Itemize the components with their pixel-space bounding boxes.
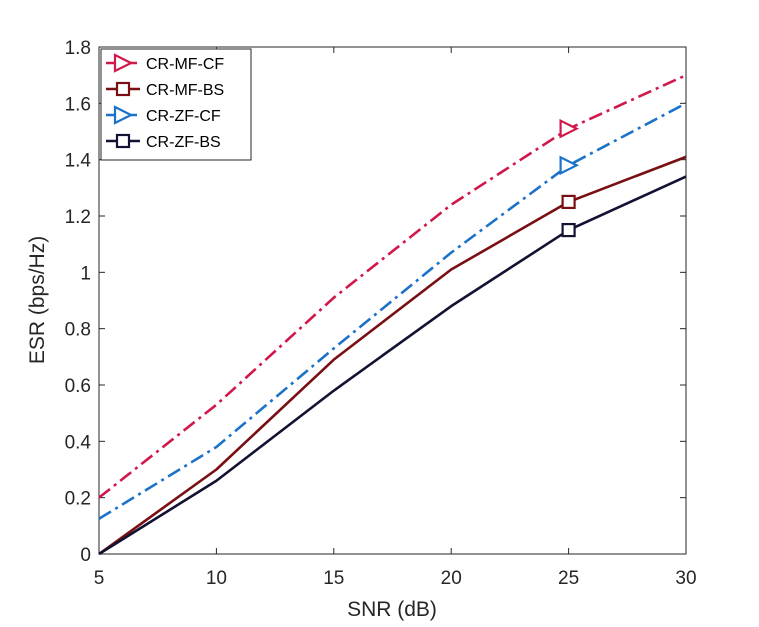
series-marker-cr-zf-cf — [559, 155, 580, 176]
x-axis-label: SNR (dB) — [347, 598, 437, 621]
series-line-cr-mf-bs — [98, 155, 687, 556]
series-lines — [98, 73, 687, 556]
legend-label-cr-mf-bs: CR-MF-BS — [146, 82, 224, 99]
x-tick-label: 30 — [675, 568, 696, 589]
legend-label-cr-mf-cf: CR-MF-CF — [146, 56, 224, 73]
y-tick-label: 0.6 — [65, 376, 91, 397]
legend-marker-cr-zf-cf — [113, 105, 134, 125]
x-tick-label: 5 — [94, 568, 105, 589]
y-tick-label: 0.4 — [65, 432, 92, 453]
x-tick-label: 15 — [323, 568, 344, 589]
y-axis-label: ESR (bps/Hz) — [26, 236, 49, 364]
series-line-cr-mf-cf — [98, 73, 687, 499]
legend-marker-cr-mf-cf — [113, 53, 134, 73]
y-tick-label: 0 — [80, 545, 91, 566]
y-tick-label: 1.6 — [65, 94, 91, 115]
legend-label-cr-zf-bs: CR-ZF-BS — [146, 134, 221, 151]
x-axis-ticks: 5 10 15 20 25 30 — [94, 47, 697, 589]
y-tick-label: 1.4 — [65, 151, 92, 172]
y-axis-ticks: 0 0.2 0.4 0.6 0.8 1 1.2 1.4 1.6 1.8 — [65, 38, 686, 566]
x-tick-label: 20 — [441, 568, 462, 589]
y-tick-label: 1.8 — [65, 38, 91, 59]
y-tick-label: 0.2 — [65, 489, 91, 510]
y-tick-label: 0.8 — [65, 320, 91, 341]
x-tick-label: 10 — [206, 568, 227, 589]
x-tick-label: 25 — [558, 568, 579, 589]
series-line-cr-zf-cf — [98, 102, 687, 520]
legend-marker-cr-zf-bs — [115, 133, 131, 149]
y-tick-label: 1.2 — [65, 207, 91, 228]
legend: CR-MF-CF CR-MF-BS CR-ZF-CF CR-ZF-BS — [100, 48, 252, 161]
series-marker-cr-mf-cf — [559, 118, 580, 139]
series-marker-cr-mf-bs — [561, 194, 576, 210]
y-tick-label: 1 — [80, 263, 91, 284]
legend-label-cr-zf-cf: CR-ZF-CF — [146, 108, 221, 125]
series-line-cr-zf-bs — [98, 175, 687, 556]
series-markers — [559, 118, 580, 238]
series-marker-cr-zf-bs — [561, 222, 576, 238]
legend-marker-cr-mf-bs — [115, 81, 131, 97]
